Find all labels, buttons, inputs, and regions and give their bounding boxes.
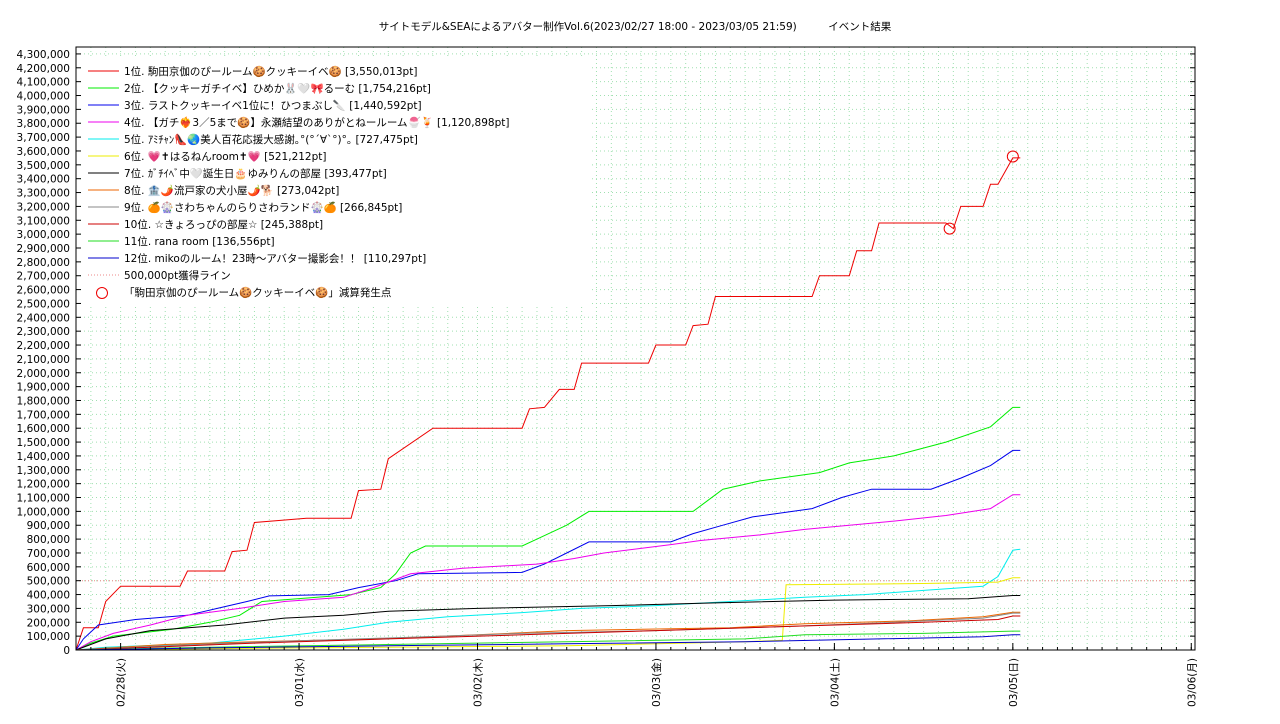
y-tick-label: 2,700,000 [17, 271, 70, 283]
legend-label-1: 1位. 駒田京伽のぴールーム🍪クッキーイベ🍪 [3,550,013pt] [124, 65, 417, 78]
legend-label-3: 3位. ラストクッキーイベ1位に！ひつまぶし🔪 [1,440,592pt] [124, 99, 422, 112]
series-line-4 [75, 494, 1021, 651]
y-tick-label: 3,500,000 [17, 160, 70, 172]
y-tick-label: 2,400,000 [17, 312, 70, 324]
plot-frame [75, 46, 1196, 651]
y-tick-label: 2,600,000 [17, 285, 70, 297]
y-tick-label: 200,000 [27, 617, 70, 629]
legend-label-9: 9位. 🍊🎡さわちゃんのらりさわランド🎡🍊 [266,845pt] [124, 201, 402, 214]
y-tick-label: 4,300,000 [17, 49, 70, 61]
y-tick-label: 3,200,000 [17, 201, 70, 213]
y-tick-label: 100,000 [27, 631, 70, 643]
y-tick-label: 2,300,000 [17, 326, 70, 338]
legend-label-10: 10位. ☆きょろっぴの部屋☆ [245,388pt] [124, 218, 323, 231]
y-tick-label: 3,700,000 [17, 132, 70, 144]
legend-label-11: 11位. rana room [136,556pt] [124, 235, 275, 248]
legend-label-6: 6位. 💗✝はるねんroom✝💗 [521,212pt] [124, 150, 327, 163]
series-line-7 [75, 595, 1021, 651]
legend-label-8: 8位. 🏦🌶️流戸家の犬小屋🌶️🐕 [273,042pt] [124, 184, 339, 197]
marker-point [1006, 150, 1019, 163]
y-tick-label: 1,800,000 [17, 395, 70, 407]
series-line-1 [75, 157, 1021, 651]
y-tick-label: 0 [63, 645, 70, 657]
legend-label-14: 「駒田京伽のぴールーム🍪クッキーイベ🍪」減算発生点 [124, 286, 391, 299]
series-line-2 [75, 406, 1021, 651]
x-tick-label: 03/03(金) [650, 658, 663, 707]
series-line-3 [75, 449, 1021, 651]
y-tick-label: 2,200,000 [17, 340, 70, 352]
y-tick-label: 600,000 [27, 562, 70, 574]
y-tick-label: 3,900,000 [17, 104, 70, 116]
y-tick-label: 3,000,000 [17, 229, 70, 241]
legend-label-2: 2位. 【クッキーガチイベ】ひめか🐰🤍🎀るーむ [1,754,216pt] [124, 82, 431, 95]
legend-label-4: 4位. 【ガチ❤️‍🔥3／5まで🍪】永瀬結望のありがとねールーム🍧🍹 [1,12… [124, 116, 509, 129]
y-tick-label: 1,500,000 [17, 437, 70, 449]
series-line-8 [75, 611, 1021, 651]
legend-label-7: 7位. ｶﾞﾁｲﾍﾞ中🤍誕生日🎂ゆみりんの部屋 [393,477pt] [124, 167, 387, 180]
series-line-10 [75, 615, 1021, 651]
legend-label-5: 5位. ｱﾐﾁｬﾝ👠🌏美人百花応援大感謝｡°(°´∀`°)°｡ [727,475… [124, 133, 418, 146]
y-tick-label: 500,000 [27, 576, 70, 588]
y-tick-label: 1,300,000 [17, 465, 70, 477]
y-tick-label: 900,000 [27, 520, 70, 532]
y-tick-label: 2,800,000 [17, 257, 70, 269]
y-tick-label: 700,000 [27, 548, 70, 560]
y-tick-label: 1,000,000 [17, 506, 70, 518]
y-tick-label: 2,000,000 [17, 368, 70, 380]
x-tick-label: 03/01(水) [294, 658, 306, 707]
y-tick-label: 3,100,000 [17, 215, 70, 227]
y-tick-label: 1,400,000 [17, 451, 70, 463]
y-tick-label: 4,000,000 [17, 91, 70, 103]
legend-label-12: 12位. mikoのルーム！23時〜アバター撮影会！！ [110,297pt] [124, 252, 426, 265]
y-tick-label: 800,000 [27, 534, 70, 546]
marker-point [943, 222, 956, 235]
y-tick-label: 2,900,000 [17, 243, 70, 255]
y-tick-label: 1,200,000 [17, 479, 70, 491]
y-tick-label: 2,500,000 [17, 298, 70, 310]
x-tick-label: 03/04(土) [828, 658, 841, 707]
series-line-11 [75, 630, 1021, 651]
legend-background [82, 59, 592, 307]
y-tick-label: 400,000 [27, 590, 70, 602]
x-tick-label: 03/06(月) [1186, 658, 1198, 707]
y-tick-label: 3,400,000 [17, 174, 70, 186]
y-tick-label: 4,100,000 [17, 77, 70, 89]
y-tick-label: 2,100,000 [17, 354, 70, 366]
y-tick-label: 1,900,000 [17, 382, 70, 394]
legend-swatch-marker [96, 287, 108, 299]
y-tick-label: 3,300,000 [17, 188, 70, 200]
x-tick-label: 02/28(火) [116, 658, 128, 707]
chart-title: サイトモデル&SEAによるアバター制作Vol.6(2023/02/27 18:0… [379, 20, 892, 33]
y-tick-label: 1,600,000 [17, 423, 70, 435]
y-tick-label: 3,600,000 [17, 146, 70, 158]
series-line-5 [75, 548, 1021, 651]
x-tick-label: 03/02(木) [473, 658, 485, 707]
x-tick-label: 03/05(日) [1008, 658, 1020, 707]
y-tick-label: 300,000 [27, 603, 70, 615]
legend-label-13: 500,000pt獲得ライン [124, 269, 231, 282]
y-tick-label: 4,200,000 [17, 63, 70, 75]
legend: 1位. 駒田京伽のぴールーム🍪クッキーイベ🍪 [3,550,013pt] 2位. … [82, 59, 592, 307]
y-tick-label: 3,800,000 [17, 118, 70, 130]
markers [943, 150, 1019, 235]
y-tick-label: 1,100,000 [17, 493, 70, 505]
y-tick-label: 1,700,000 [17, 409, 70, 421]
